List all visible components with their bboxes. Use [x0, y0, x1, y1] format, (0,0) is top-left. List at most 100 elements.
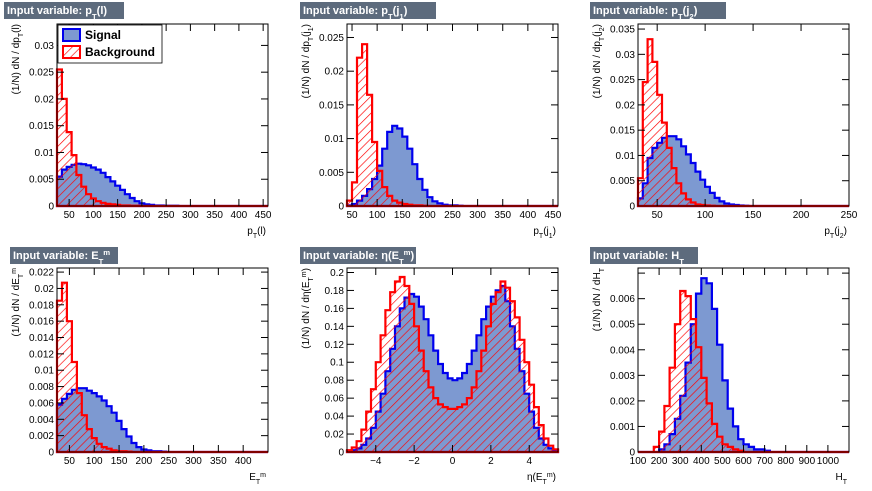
x-tick-label: 200: [793, 210, 810, 221]
background-histogram: [636, 38, 849, 208]
x-tick-label: 100: [697, 210, 714, 221]
x-tick-label: 400: [231, 210, 248, 221]
x-tick-label: 250: [444, 210, 461, 221]
legend-signal-label: Signal: [85, 28, 121, 42]
x-tick-label: 4: [526, 456, 532, 467]
x-tick-label: 250: [160, 456, 177, 467]
y-tick-label: 0.018: [29, 300, 54, 311]
x-tick-label: 150: [109, 210, 126, 221]
background-histogram: [638, 289, 849, 454]
y-tick-label: 0.035: [610, 25, 635, 36]
y-tick-label: 0.006: [29, 398, 54, 409]
x-tick-label: 100: [85, 210, 102, 221]
x-tick-label: 100: [630, 456, 647, 467]
panel-4: Input variable: ETm 0 0.002 0.004 0.006 0.008…: [10, 247, 269, 486]
x-tick-label: 200: [419, 210, 436, 221]
x-axis-title: HT: [835, 472, 847, 486]
y-axis-title: (1/N) dN / dpT(j1): [301, 24, 315, 98]
x-tick-label: 150: [111, 456, 128, 467]
x-tick-label: 300: [185, 456, 202, 467]
x-tick-label: 150: [394, 210, 411, 221]
x-tick-label: 450: [545, 210, 562, 221]
x-tick-label: 100: [369, 210, 386, 221]
y-tick-label: 0.02: [616, 100, 636, 111]
panel-1: Input variable: pT(l) 0 0.005 0.01 0.015 0.02…: [4, 2, 272, 240]
panel-2: Input variable: pT(j1) 0 0.005 0.01 0.015 0.0…: [300, 2, 562, 240]
y-tick-label: 0.01: [325, 134, 345, 145]
panel-title-bg: [10, 247, 118, 264]
y-tick-label: 0.005: [29, 175, 54, 186]
y-tick-label: 0.025: [319, 33, 344, 44]
x-tick-label: 600: [735, 456, 752, 467]
x-tick-label: 50: [64, 210, 76, 221]
y-tick-label: 0.12: [325, 340, 345, 351]
x-tick-label: 900: [798, 456, 815, 467]
x-tick-label: 50: [652, 210, 664, 221]
x-axis-title: η(ETm): [527, 472, 556, 486]
y-axis-title: (1/N) dN / dη(ETm): [301, 268, 315, 349]
background-histogram: [345, 275, 560, 454]
y-tick-label: 0.003: [610, 371, 635, 382]
legend-background-label: Background: [85, 45, 155, 59]
legend-signal-swatch: [62, 28, 81, 42]
y-axis-title: (1/N) dN / dpT(l): [11, 24, 25, 94]
y-tick-label: 0.01: [35, 148, 55, 159]
y-tick-label: 0.01: [616, 151, 636, 162]
x-tick-label: 800: [777, 456, 794, 467]
panel-5: Input variable: η(ETm) 0 0.02 0.04 0.06 0.08 0…: [300, 247, 560, 486]
x-tick-label: 450: [255, 210, 272, 221]
x-tick-label: 350: [206, 210, 223, 221]
x-tick-label: 50: [346, 210, 358, 221]
y-tick-label: 0.014: [29, 333, 54, 344]
legend-background-swatch: [62, 45, 81, 59]
x-tick-label: 300: [182, 210, 199, 221]
y-axis-title: (1/N) dN / dETm: [11, 268, 25, 337]
y-tick-label: 0: [629, 448, 635, 459]
x-tick-label: 400: [235, 456, 252, 467]
panel-3: Input variable: pT(j2) 0 0.005 0.01 0.015 0.0…: [590, 2, 858, 240]
panel-title: Input variable: pT(l): [7, 5, 107, 21]
y-tick-label: 0.14: [325, 322, 345, 333]
y-tick-label: 0.02: [325, 430, 345, 441]
x-tick-label: 250: [841, 210, 858, 221]
y-tick-label: 0: [338, 202, 344, 213]
y-tick-label: 0.18: [325, 286, 345, 297]
x-tick-label: 350: [210, 456, 227, 467]
x-tick-label: 350: [494, 210, 511, 221]
y-axis-title: (1/N) dN / dpT(j2): [592, 24, 606, 98]
x-tick-label: −4: [370, 456, 382, 467]
x-tick-label: 300: [469, 210, 486, 221]
x-tick-label: 400: [693, 456, 710, 467]
x-tick-label: 200: [651, 456, 668, 467]
panel-title-bg: [300, 247, 416, 264]
plot-frame: [637, 23, 850, 207]
legend: Signal Background: [57, 24, 163, 64]
y-tick-label: 0.001: [610, 422, 635, 433]
x-tick-label: −2: [408, 456, 420, 467]
x-axis-title: pT(l): [247, 226, 266, 240]
y-tick-label: 0.015: [319, 100, 344, 111]
x-tick-label: 200: [134, 210, 151, 221]
x-tick-label: 50: [64, 456, 76, 467]
panel-title-bg: [300, 2, 436, 19]
y-tick-label: 0.2: [330, 268, 344, 279]
panel-title: Input variable: HT: [593, 250, 684, 266]
y-tick-label: 0.02: [325, 67, 345, 78]
y-tick-label: 0.02: [35, 94, 55, 105]
y-tick-label: 0.04: [325, 412, 345, 423]
y-tick-label: 0.008: [29, 382, 54, 393]
panel-title-bg: [590, 247, 698, 264]
x-tick-label: 250: [158, 210, 175, 221]
y-tick-label: 0.1: [330, 358, 344, 369]
x-tick-label: 2: [488, 456, 494, 467]
y-tick-label: 0.012: [29, 349, 54, 360]
y-tick-label: 0: [48, 448, 54, 459]
y-tick-label: 0.005: [610, 320, 635, 331]
y-tick-label: 0.03: [616, 50, 636, 61]
background-histogram: [345, 43, 558, 208]
y-tick-label: 0.004: [610, 345, 635, 356]
y-tick-label: 0.004: [29, 415, 54, 426]
x-tick-label: 500: [714, 456, 731, 467]
plot-frame: [56, 23, 269, 207]
